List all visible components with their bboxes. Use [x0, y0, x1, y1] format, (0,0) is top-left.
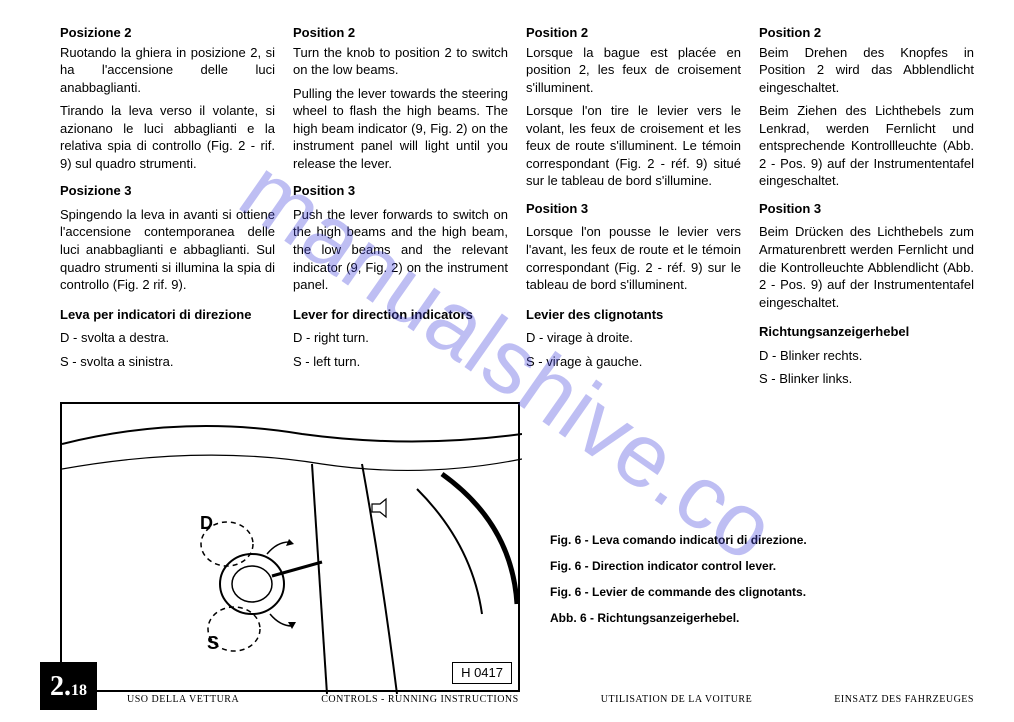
it-pos2-p2: Tirando la leva verso il volante, si azi…	[60, 102, 275, 172]
en-pos2-p2: Pulling the lever towards the steering w…	[293, 85, 508, 173]
en-ind-head: Lever for direction indicators	[293, 306, 508, 324]
fr-pos2-p1: Lorsque la bague est placée en position …	[526, 44, 741, 97]
it-ind-s: S - svolta a sinistra.	[60, 353, 275, 371]
fr-ind-head: Levier des clignotants	[526, 306, 741, 324]
figure-row: D S H 0417 Fig. 6 - Leva comando indicat…	[60, 402, 974, 692]
de-ind-head: Richtungsanzeigerhebel	[759, 323, 974, 341]
caption-it: Fig. 6 - Leva comando indicatori di dire…	[550, 532, 974, 548]
footer-labels: USO DELLA VETTURA CONTROLS - RUNNING INS…	[127, 693, 974, 711]
figure-6: D S H 0417	[60, 402, 520, 692]
page-number-chapter: 2.	[50, 668, 71, 706]
figure-6-illustration: D S	[62, 404, 522, 694]
en-pos3-head: Position 3	[293, 182, 508, 200]
footer-label-fr: UTILISATION DE LA VOITURE	[601, 693, 752, 707]
fr-ind-d: D - virage à droite.	[526, 329, 741, 347]
it-ind-d: D - svolta a destra.	[60, 329, 275, 347]
caption-fr: Fig. 6 - Levier de commande des clignota…	[550, 584, 974, 600]
caption-en: Fig. 6 - Direction indicator control lev…	[550, 558, 974, 574]
it-pos3-p1: Spingendo la leva in avanti si ottiene l…	[60, 206, 275, 294]
caption-de: Abb. 6 - Richtungsanzeigerhebel.	[550, 610, 974, 626]
it-pos2-p1: Ruotando la ghiera in posizione 2, si ha…	[60, 44, 275, 97]
fr-pos2-p2: Lorsque l'on tire le levier vers le vola…	[526, 102, 741, 190]
de-pos2-p1: Beim Drehen des Knopfes in Position 2 wi…	[759, 44, 974, 97]
en-pos3-p1: Push the lever forwards to switch on the…	[293, 206, 508, 294]
de-ind-s: S - Blinker links.	[759, 370, 974, 388]
de-pos2-head: Position 2	[759, 24, 974, 42]
page-footer: 2. 18 USO DELLA VETTURA CONTROLS - RUNNI…	[0, 662, 1014, 710]
page-number-page: 18	[71, 680, 87, 702]
figure-label-d: D	[200, 513, 213, 533]
footer-label-it: USO DELLA VETTURA	[127, 693, 239, 707]
column-it: Posizione 2 Ruotando la ghiera in posizi…	[60, 24, 275, 394]
de-ind-d: D - Blinker rechts.	[759, 347, 974, 365]
de-pos2-p2: Beim Ziehen des Lichthebels zum Lenkrad,…	[759, 102, 974, 190]
text-columns: Posizione 2 Ruotando la ghiera in posizi…	[60, 24, 974, 394]
figure-label-s: S	[207, 633, 219, 653]
it-pos3-head: Posizione 3	[60, 182, 275, 200]
en-pos2-p1: Turn the knob to position 2 to switch on…	[293, 44, 508, 79]
fr-ind-s: S - virage à gauche.	[526, 353, 741, 371]
en-pos2-head: Position 2	[293, 24, 508, 42]
column-fr: Position 2 Lorsque la bague est placée e…	[526, 24, 741, 394]
figure-captions: Fig. 6 - Leva comando indicatori di dire…	[550, 402, 974, 637]
it-ind-head: Leva per indicatori di direzione	[60, 306, 275, 324]
de-pos3-p1: Beim Drücken des Lichthebels zum Armatur…	[759, 223, 974, 311]
footer-label-de: EINSATZ DES FAHRZEUGES	[834, 693, 974, 707]
it-pos2-head: Posizione 2	[60, 24, 275, 42]
fr-pos2-head: Position 2	[526, 24, 741, 42]
fr-pos3-head: Position 3	[526, 200, 741, 218]
footer-label-en: CONTROLS - RUNNING INSTRUCTIONS	[321, 693, 518, 707]
column-en: Position 2 Turn the knob to position 2 t…	[293, 24, 508, 394]
en-ind-s: S - left turn.	[293, 353, 508, 371]
en-ind-d: D - right turn.	[293, 329, 508, 347]
de-pos3-head: Position 3	[759, 200, 974, 218]
page-number: 2. 18	[40, 662, 97, 710]
fr-pos3-p1: Lorsque l'on pousse le levier vers l'ava…	[526, 223, 741, 293]
column-de: Position 2 Beim Drehen des Knopfes in Po…	[759, 24, 974, 394]
